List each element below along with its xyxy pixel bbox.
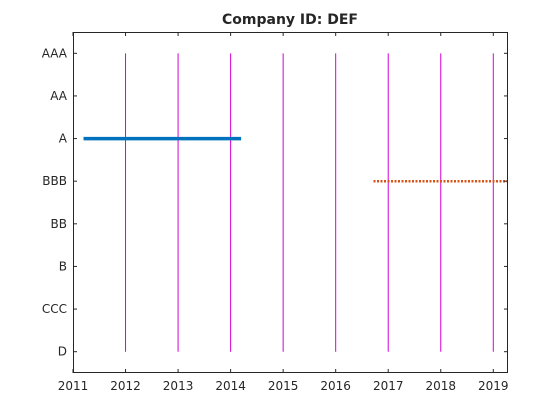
- x-tick-label: 2019: [478, 379, 509, 393]
- series-layer: [83, 136, 508, 183]
- x-tick-label: 2018: [425, 379, 456, 393]
- axes-frame: [73, 32, 508, 373]
- x-tick-label: 2015: [268, 379, 299, 393]
- x-tick-label: 2012: [110, 379, 141, 393]
- y-tick-label: AA: [50, 89, 68, 103]
- vertical-lines: [125, 53, 494, 352]
- x-tick-label: 2016: [320, 379, 351, 393]
- y-tick-label: B: [59, 259, 67, 273]
- x-tick-label: 2013: [163, 379, 194, 393]
- y-tick-label: D: [58, 345, 67, 359]
- x-tick-label: 2014: [215, 379, 246, 393]
- x-tick-label: 2011: [58, 379, 89, 393]
- y-tick-label: BBB: [42, 174, 67, 188]
- axes-box: [73, 32, 508, 373]
- y-tick-label: CCC: [42, 302, 67, 316]
- x-tick-label: 2017: [373, 379, 404, 393]
- y-tick-label: AAA: [42, 46, 68, 60]
- axes-background: [73, 32, 508, 373]
- y-tick-label: A: [59, 132, 68, 146]
- chart-title: Company ID: DEF: [222, 12, 358, 28]
- y-tick-label: BB: [51, 217, 67, 231]
- x-axis-ticks: 2011 2012 2013 2014 2015 2016 2017 2018 2019: [58, 32, 509, 393]
